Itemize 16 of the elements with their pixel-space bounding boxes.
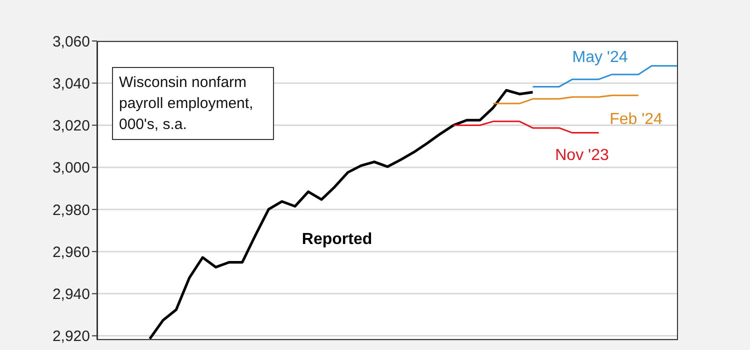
y-tick-label: 2,940 <box>52 286 90 303</box>
y-tick-label: 3,020 <box>52 118 90 135</box>
y-tick-label: 3,000 <box>52 160 90 177</box>
line-series <box>532 65 679 88</box>
y-tick-label: 3,040 <box>52 75 90 92</box>
y-tick-label: 2,980 <box>52 202 90 219</box>
series-label: Feb '24 <box>610 111 662 129</box>
series-label: Nov '23 <box>555 147 609 165</box>
y-tick-label: 2,920 <box>52 328 90 346</box>
series-label: May '24 <box>572 49 628 67</box>
text: Wisconsin nonfarm payroll employment, 000's, s.a. <box>112 67 274 140</box>
y-tick-label: 2,960 <box>52 244 90 261</box>
line-series <box>452 120 600 134</box>
y-tick-label: 3,060 <box>52 33 90 50</box>
line-series <box>492 94 640 104</box>
series-label: Reported <box>302 231 372 249</box>
